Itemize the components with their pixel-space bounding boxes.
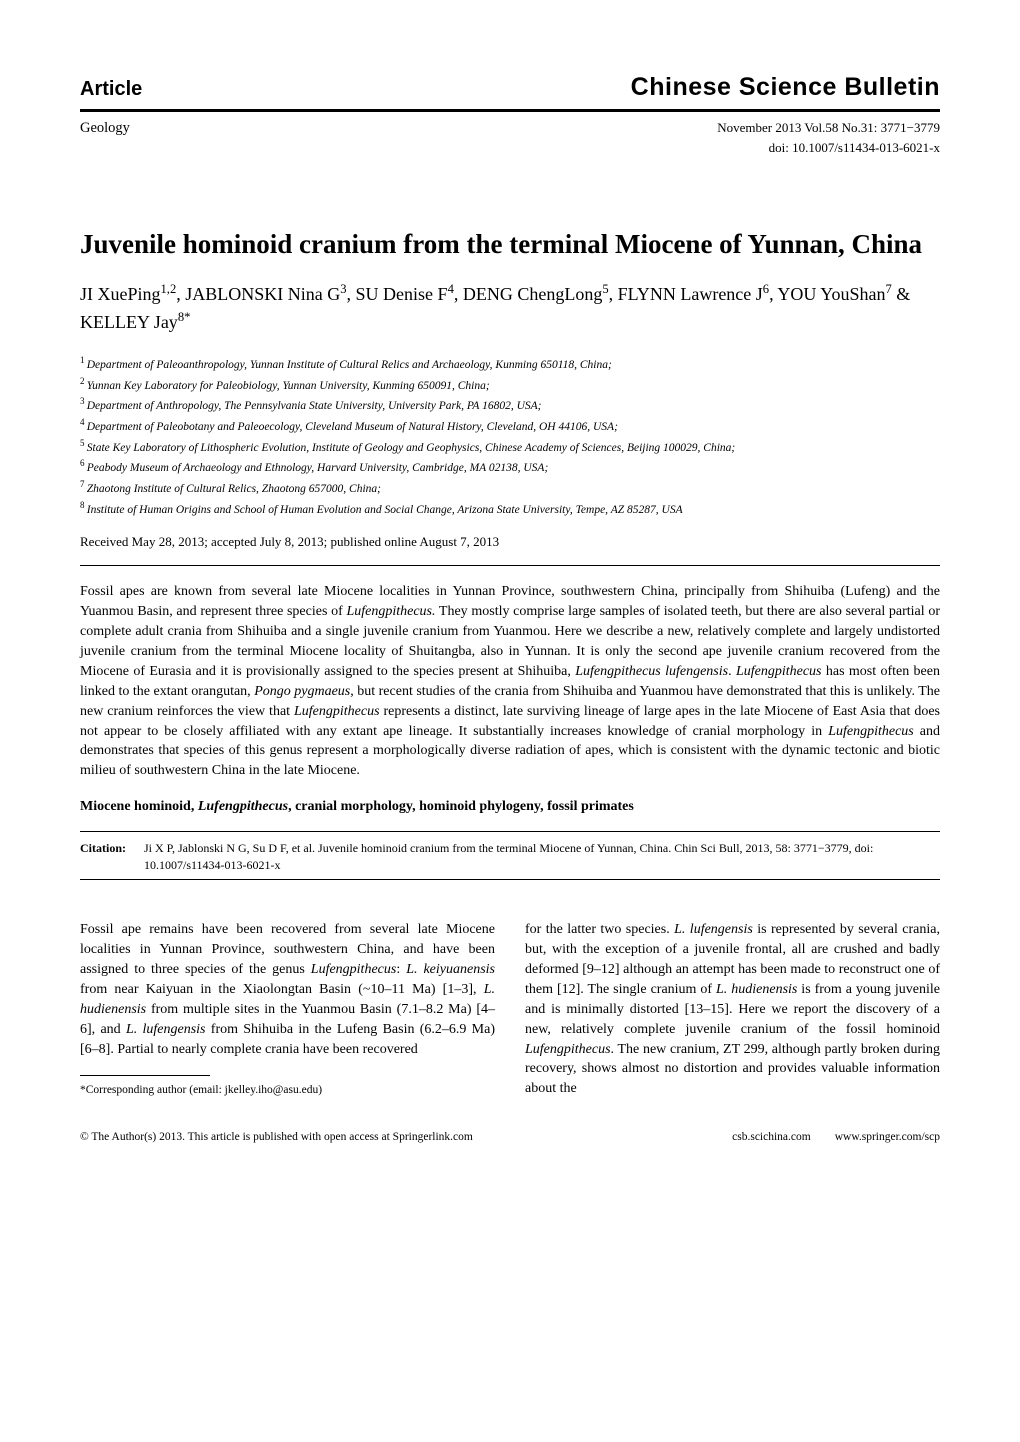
footer-copyright: © The Author(s) 2013. This article is pu… [80,1129,473,1145]
affiliation-3: 3 Department of Anthropology, The Pennsy… [80,395,940,416]
category-label: Geology [80,118,130,138]
footer-link-springer: www.springer.com/scp [835,1129,940,1145]
pub-doi-line: doi: 10.1007/s11434-013-6021-x [717,138,940,158]
citation-rule [80,879,940,880]
keywords-line: Miocene hominoid, Lufengpithecus, crania… [80,797,940,817]
affiliation-8: 8 Institute of Human Origins and School … [80,499,940,520]
abstract-rule-bottom [80,831,940,832]
body-column-left: Fossil ape remains have been recovered f… [80,920,495,1099]
affiliation-6: 6 Peabody Museum of Archaeology and Ethn… [80,457,940,478]
citation-text: Ji X P, Jablonski N G, Su D F, et al. Ju… [144,840,940,874]
received-dates: Received May 28, 2013; accepted July 8, … [80,533,940,551]
article-label: Article [80,75,142,103]
affiliation-5: 5 State Key Laboratory of Lithospheric E… [80,437,940,458]
footer-link-csb: csb.scichina.com [732,1129,811,1145]
affiliation-1: 1 Department of Paleoanthropology, Yunna… [80,354,940,375]
pub-issue-line: November 2013 Vol.58 No.31: 3771−3779 [717,118,940,138]
affiliation-4: 4 Department of Paleobotany and Paleoeco… [80,416,940,437]
header-row: Article Chinese Science Bulletin [80,70,940,105]
header-rule [80,109,940,112]
affiliation-7: 7 Zhaotong Institute of Cultural Relics,… [80,478,940,499]
abstract-rule-top [80,565,940,566]
publication-info: November 2013 Vol.58 No.31: 3771−3779 do… [717,118,940,157]
body-columns: Fossil ape remains have been recovered f… [80,920,940,1099]
footer-links: csb.scichina.com www.springer.com/scp [732,1129,940,1145]
affiliation-2: 2 Yunnan Key Laboratory for Paleobiology… [80,375,940,396]
body-paragraph-left: Fossil ape remains have been recovered f… [80,920,495,1059]
footnote-separator [80,1075,210,1076]
bulletin-title: Chinese Science Bulletin [631,70,940,105]
paper-title: Juvenile hominoid cranium from the termi… [80,227,940,262]
subheader-row: Geology November 2013 Vol.58 No.31: 3771… [80,118,940,157]
authors-list: JI XuePing1,2, JABLONSKI Nina G3, SU Den… [80,280,940,336]
citation-row: Citation: Ji X P, Jablonski N G, Su D F,… [80,840,940,874]
citation-label: Citation: [80,840,126,874]
page-footer: © The Author(s) 2013. This article is pu… [80,1129,940,1145]
body-column-right: for the latter two species. L. lufengens… [525,920,940,1099]
abstract-text: Fossil apes are known from several late … [80,582,940,781]
corresponding-author-footnote: *Corresponding author (email: jkelley.ih… [80,1082,495,1098]
affiliations-list: 1 Department of Paleoanthropology, Yunna… [80,354,940,519]
body-paragraph-right: for the latter two species. L. lufengens… [525,920,940,1099]
